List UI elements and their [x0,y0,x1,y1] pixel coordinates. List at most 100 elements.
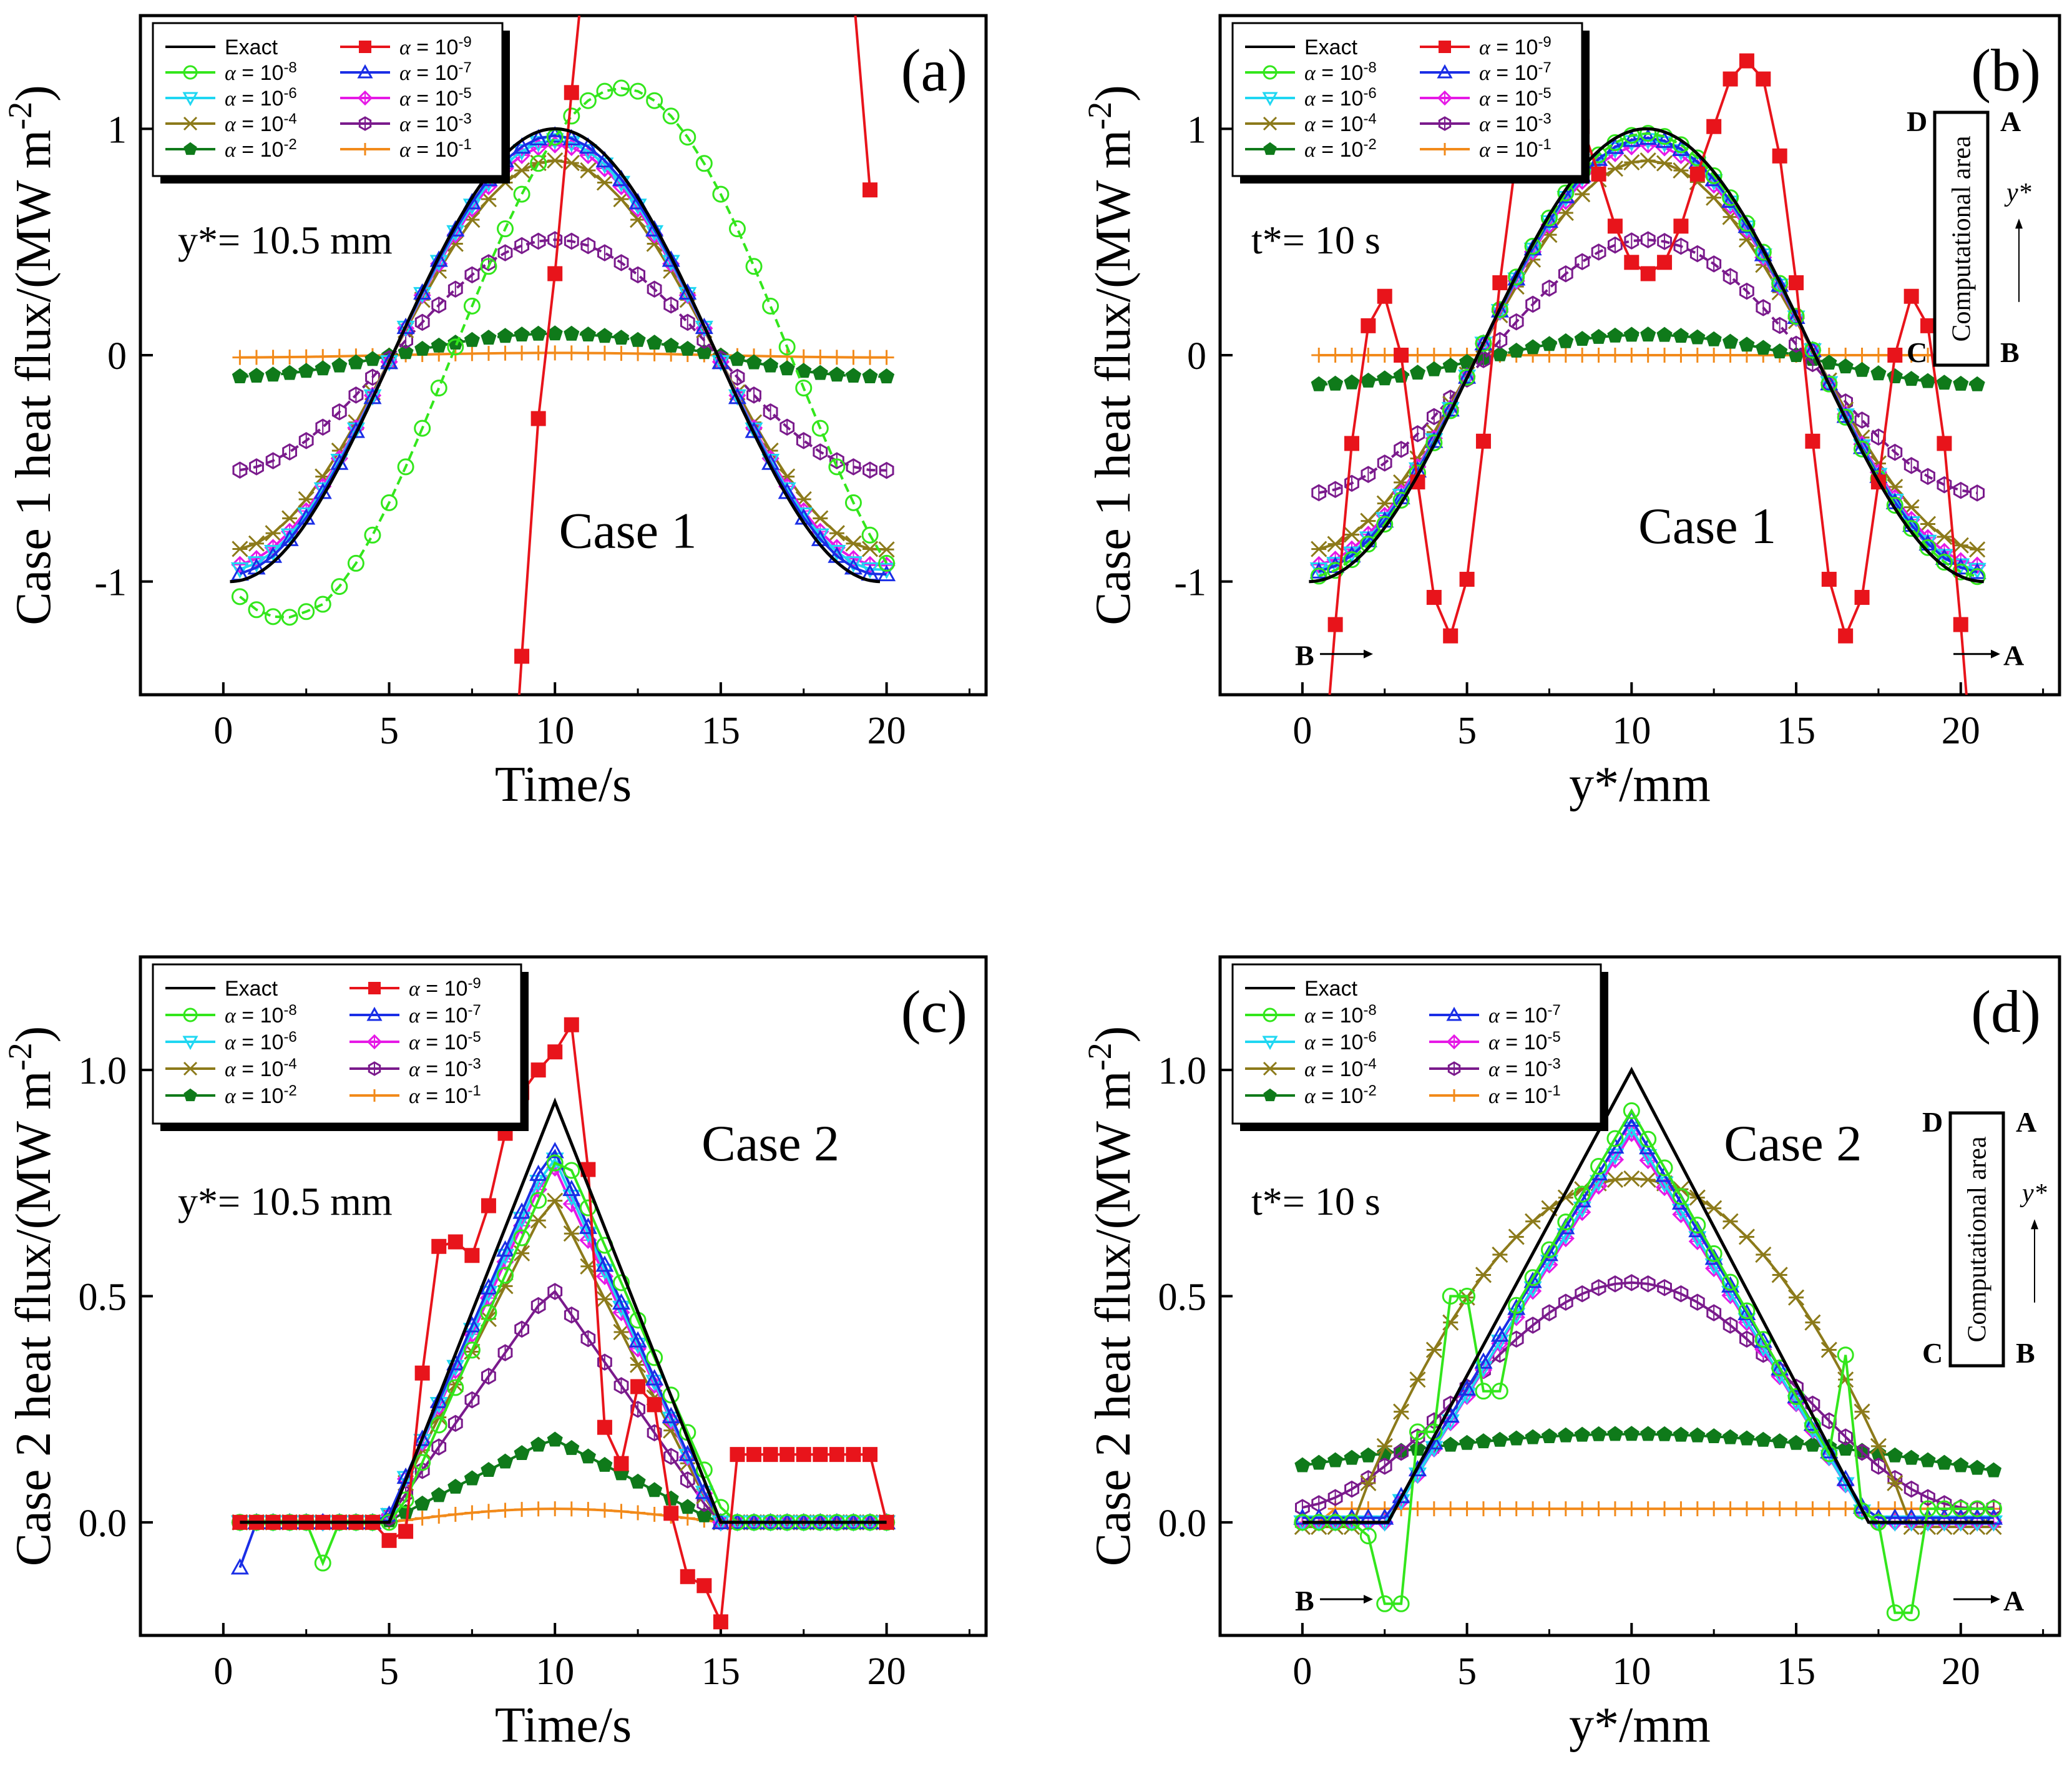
marker-plus [1640,1501,1656,1517]
marker-circle [1573,1185,1591,1203]
marker-x-star [530,1212,547,1229]
series-line [240,351,887,359]
marker-triangle [357,64,373,79]
marker-triangle-down [396,1471,415,1487]
marker-plus [1689,1501,1705,1517]
marker-plus [1448,1089,1460,1102]
marker-plus [248,350,264,365]
marker-circle [1392,1595,1410,1612]
marker-circle [1722,1273,1739,1291]
marker-square [1624,255,1640,270]
series-a2 [1294,1426,2002,1477]
x-tick-label: 10 [1612,710,1651,752]
marker-circle [1590,1158,1608,1175]
marker-square [359,41,371,53]
marker-square [414,1365,430,1381]
marker-circle [662,107,680,125]
marker-triangle [1474,334,1493,351]
marker-circle [844,494,862,511]
series-a9 [514,16,581,695]
marker-square [1937,436,1952,451]
marker-circle [679,129,696,146]
marker-square [1443,628,1459,644]
marker-pentagon [481,330,497,345]
marker-square [1439,41,1451,53]
inset-corner-a: A [2000,105,2021,137]
marker-pentagon [1574,331,1590,346]
marker-x-star [1311,541,1327,557]
marker-circle [662,1386,680,1404]
marker-pentagon [680,1499,696,1514]
marker-circle [1524,1269,1542,1286]
marker-pentagon [1327,1452,1344,1468]
x-axis-title: y*/mm [1569,757,1711,812]
y-tick-label: -1 [94,562,127,604]
marker-plus [1805,1501,1820,1517]
series-a3 [232,1283,894,1531]
marker-circle [1804,341,1821,359]
marker-plus [630,1505,646,1521]
x-axis-title: Time/s [495,757,632,812]
marker-hexagon [597,244,612,262]
marker-hexagon [348,386,364,404]
marker-hexagon [315,418,331,436]
marker-plus [547,345,563,361]
marker-square [564,1017,579,1032]
x-tick-label: 5 [379,710,399,752]
legend-label: α = 10-4 [225,110,297,136]
marker-circle [1508,268,1525,286]
marker-pentagon [1377,370,1393,386]
marker-circle [612,79,630,97]
marker-x-star [1656,155,1673,172]
marker-hexagon [1608,236,1623,254]
marker-plus [431,1508,447,1524]
marker-x-star [828,525,845,542]
marker-triangle [662,250,680,267]
inset-axis-arrowhead [2015,218,2023,229]
marker-triangle [1704,1248,1723,1265]
marker-circle [1738,215,1756,232]
marker-plus [1723,1501,1738,1517]
marker-square [368,982,381,994]
marker-pentagon [647,1482,663,1497]
marker-x-star [1492,1246,1508,1263]
marker-plus [1558,1501,1573,1517]
marker-circle [314,1554,331,1572]
marker-circle [878,554,896,572]
marker-pentagon [281,365,298,380]
marker-hexagon [580,1330,596,1348]
marker-pentagon [1344,374,1360,390]
marker-hexagon [1887,443,1903,461]
marker-hexagon [1542,279,1557,297]
marker-hexagon [1575,253,1590,270]
marker-circle [828,458,846,476]
marker-circle [1557,1213,1575,1231]
marker-pentagon [763,357,779,373]
x-tick-label: 20 [1942,1650,1980,1693]
marker-plus [630,346,646,361]
marker-triangle [1622,130,1641,147]
legend-label: α = 10-7 [399,59,472,85]
series-a4 [232,1192,895,1531]
legend-label: α = 10-7 [1488,1002,1561,1027]
marker-circle [1738,1302,1756,1320]
marker-triangle [512,1202,531,1219]
marker-circle [1524,237,1542,255]
marker-x-star [1425,1341,1442,1358]
marker-pentagon [1607,1426,1623,1441]
marker-plus [497,345,513,361]
marker-triangle [1803,340,1822,358]
marker-x-star [1640,152,1656,169]
marker-square [398,1524,414,1539]
marker-triangle [1836,1469,1855,1486]
marker-circle [546,1154,564,1172]
marker-circle [1263,65,1278,80]
marker-circle [1935,1500,1953,1517]
marker-triangle-down [579,144,597,161]
x-tick-label: 15 [701,1650,740,1693]
marker-plus [530,345,546,361]
marker-plus [597,345,612,361]
marker-x-star [1574,186,1591,203]
marker-circle [1623,1102,1640,1119]
marker-hexagon [564,1306,579,1324]
